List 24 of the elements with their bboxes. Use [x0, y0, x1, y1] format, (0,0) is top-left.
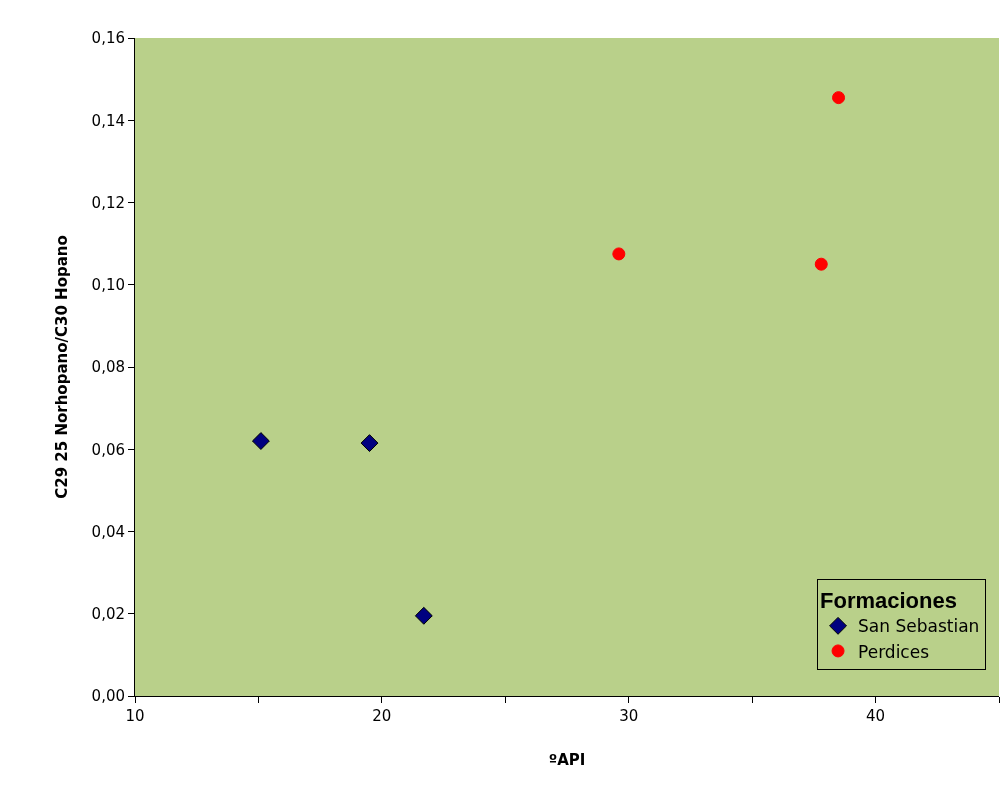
y-tick-label: 0,12	[91, 193, 125, 212]
y-tick-label: 0,10	[91, 276, 125, 294]
y-tick-label: 0,14	[91, 111, 125, 130]
y-tick-label: 0,08	[91, 358, 125, 377]
x-tick-label: 10	[125, 707, 145, 725]
point	[414, 606, 433, 625]
x-tick-label: 40	[866, 707, 886, 725]
y-tick-label: 0,06	[91, 440, 125, 459]
x-tick-label: 20	[372, 707, 392, 725]
y-tick-label: 0,16	[91, 29, 125, 48]
y-tick-label: 0,04	[91, 522, 125, 541]
point	[251, 432, 270, 450]
y-tick-label: 0,02	[91, 605, 125, 623]
point	[360, 434, 379, 453]
legend-label: Perdices	[858, 641, 930, 662]
y-tick-label: 0,00	[91, 687, 125, 706]
x-tick-label: 30	[619, 707, 639, 725]
point	[612, 247, 626, 261]
point	[814, 257, 828, 271]
point	[832, 91, 846, 105]
y-axis-title: C29 25 Norhopano/C30 Hopano	[52, 235, 71, 499]
legend-title: Formaciones	[820, 588, 957, 614]
legend-label: San Sebastian	[858, 616, 980, 637]
x-axis-title: ºAPI	[548, 751, 586, 769]
